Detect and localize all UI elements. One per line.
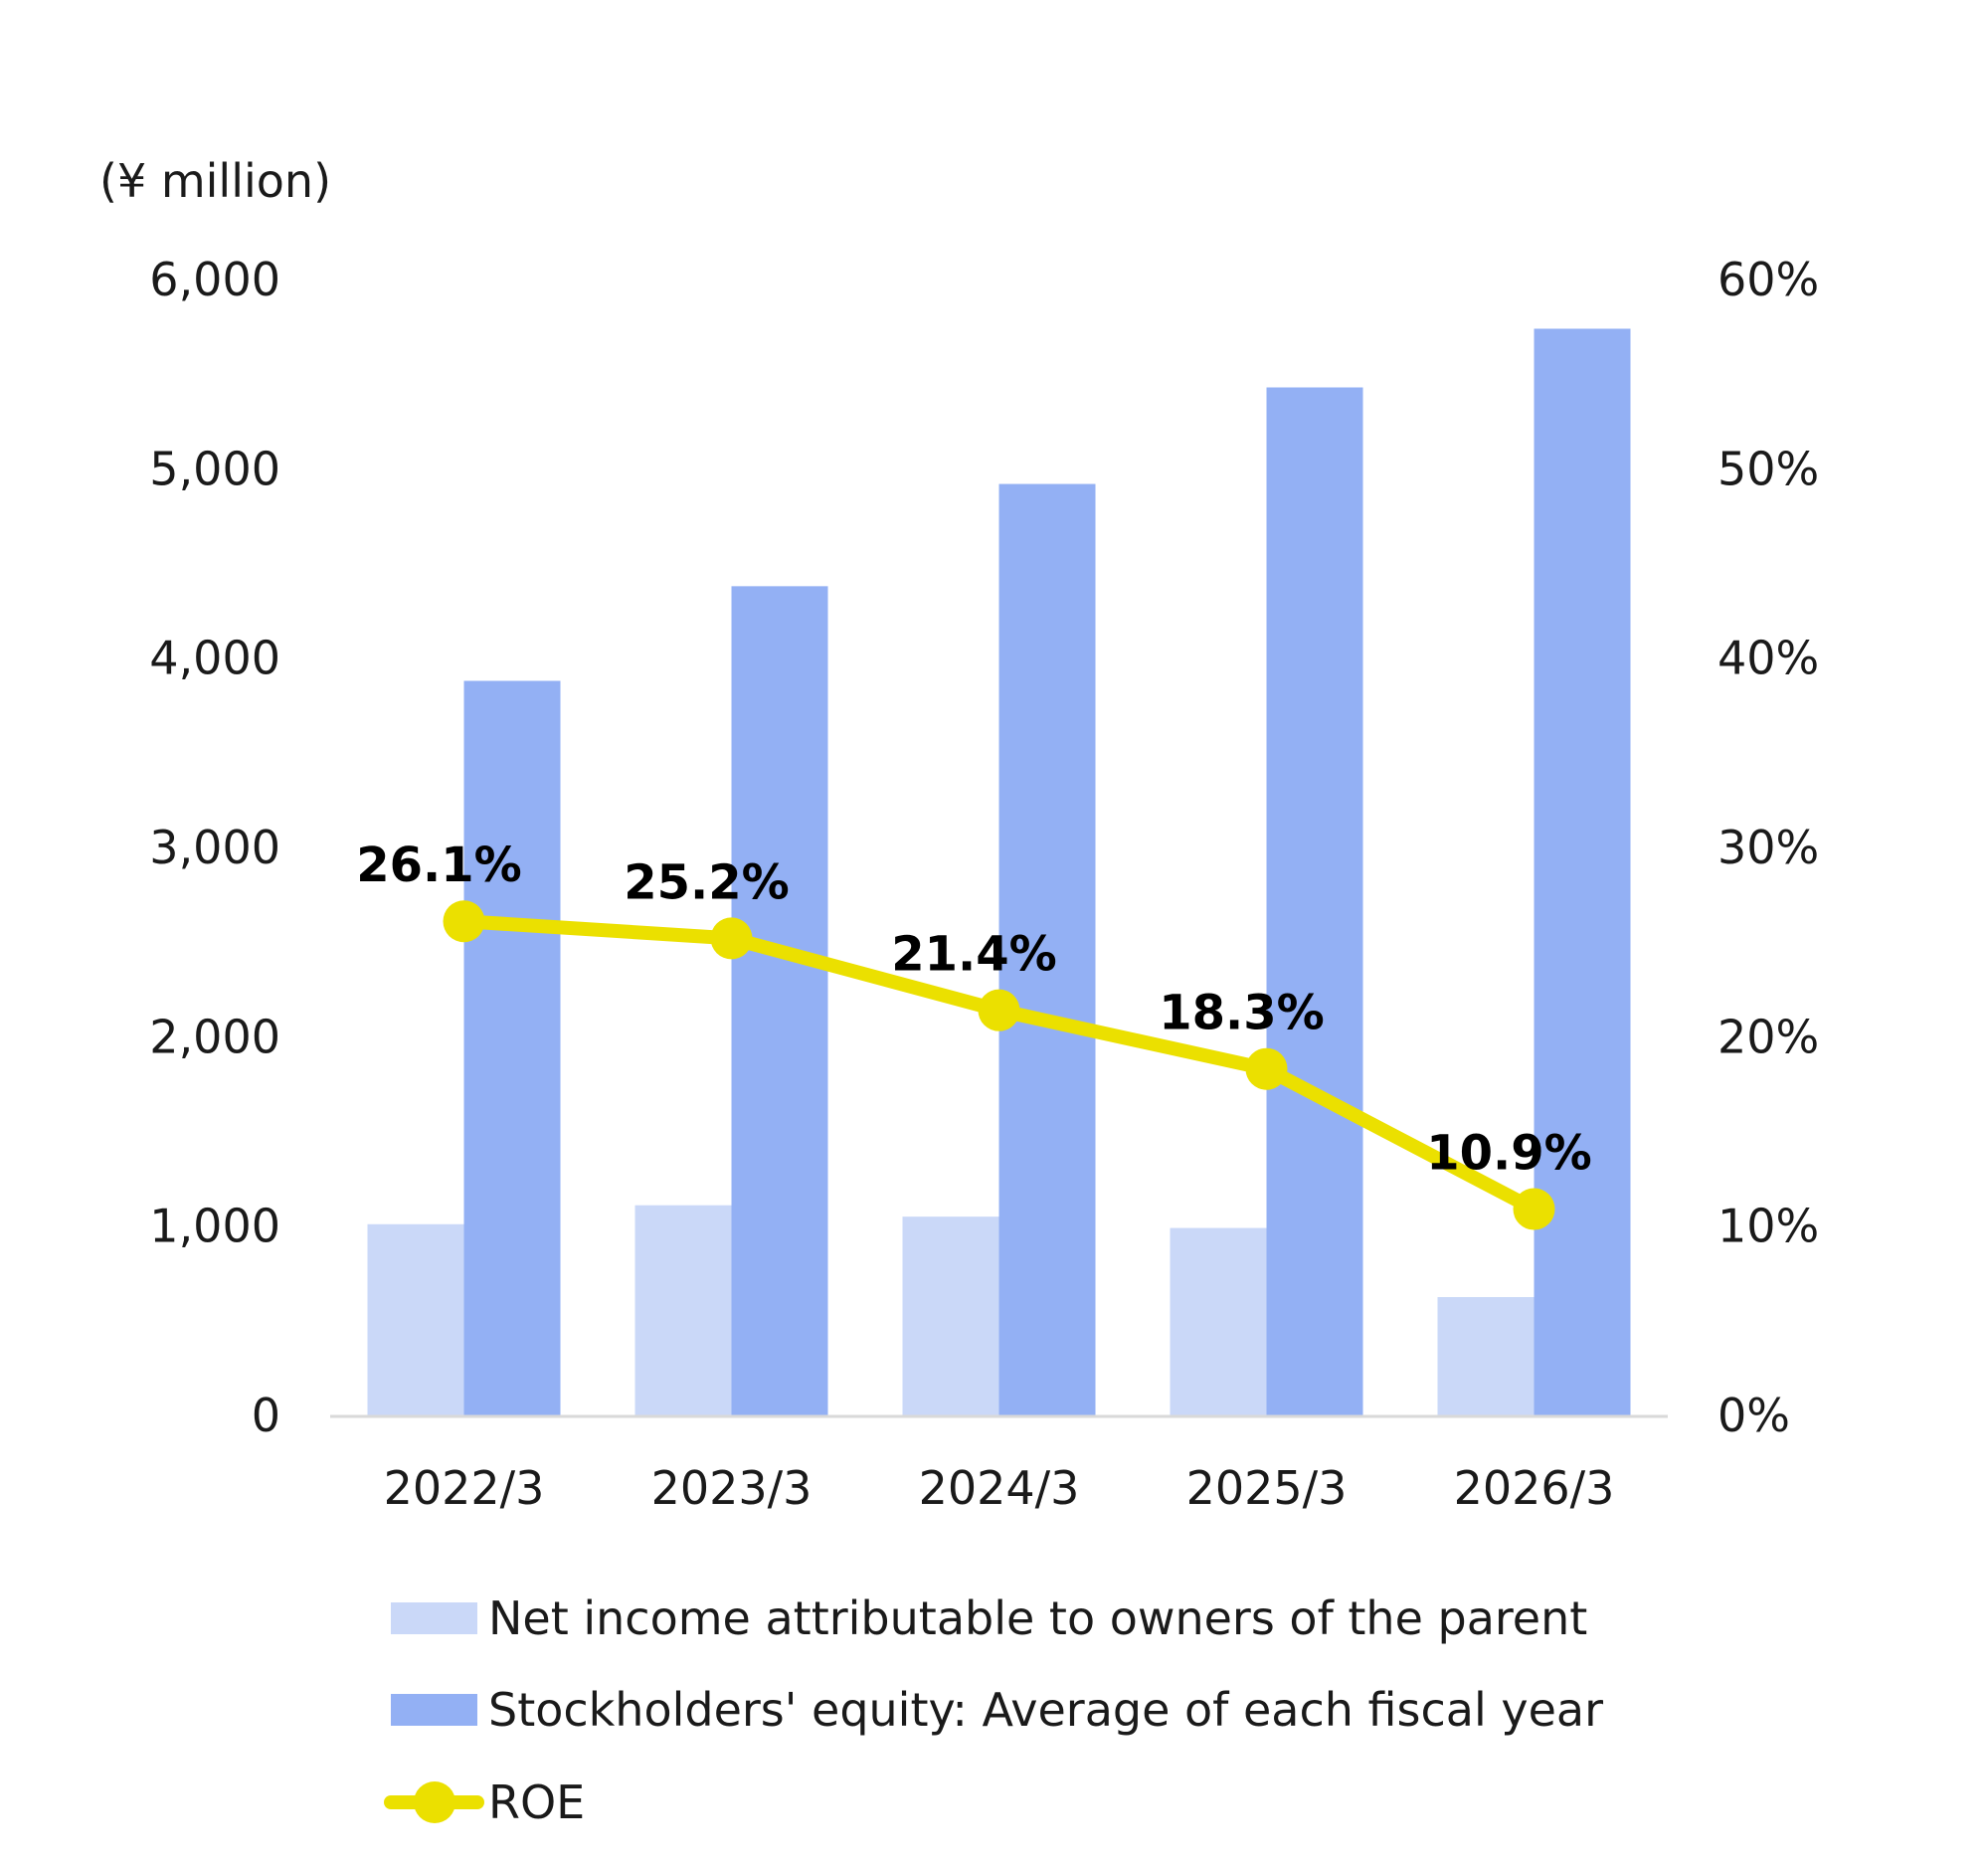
- legend-swatch: [391, 1602, 477, 1634]
- roe-marker: [443, 900, 485, 943]
- left-tick-label: 4,000: [149, 632, 280, 685]
- category-label: 2025/3: [1186, 1461, 1348, 1515]
- left-tick-label: 2,000: [149, 1010, 280, 1063]
- left-tick-label: 1,000: [149, 1200, 280, 1253]
- net-income-bar: [367, 1223, 464, 1415]
- legend-marker: [414, 1781, 455, 1823]
- category-label: 2026/3: [1454, 1461, 1615, 1515]
- roe-marker: [710, 917, 753, 960]
- legend-label: Net income attributable to owners of the…: [488, 1591, 1587, 1645]
- left-tick-label: 6,000: [149, 253, 280, 306]
- left-tick-label: 3,000: [149, 821, 280, 874]
- right-tick-label: 40%: [1717, 632, 1819, 685]
- equity-bar: [463, 680, 561, 1415]
- legend: Net income attributable to owners of the…: [384, 1591, 1603, 1829]
- right-tick-label: 0%: [1717, 1389, 1790, 1442]
- y-axis-unit-label: (¥ million): [99, 154, 331, 208]
- roe-data-label: 26.1%: [356, 838, 522, 893]
- category-labels: 2022/3 2023/3 2024/3 2025/3 2026/3: [384, 1461, 1615, 1515]
- right-axis-ticks: 0% 10% 20% 30% 40% 50% 60%: [1717, 253, 1819, 1442]
- roe-data-label: 18.3%: [1159, 986, 1325, 1041]
- category-label: 2022/3: [384, 1461, 545, 1515]
- net-income-bar: [634, 1205, 732, 1415]
- left-axis-ticks: 0 1,000 2,000 3,000 4,000 5,000 6,000: [149, 253, 280, 1442]
- equity-bar: [1266, 387, 1363, 1415]
- bar-series: [367, 328, 1631, 1415]
- roe-marker: [1245, 1047, 1288, 1090]
- right-tick-label: 50%: [1717, 442, 1819, 495]
- left-tick-label: 5,000: [149, 442, 280, 495]
- roe-marker: [978, 989, 1020, 1031]
- legend-label: ROE: [488, 1775, 585, 1829]
- left-tick-label: 0: [252, 1389, 280, 1442]
- right-tick-label: 10%: [1717, 1200, 1819, 1253]
- net-income-bar: [1170, 1227, 1267, 1415]
- equity-bar: [731, 586, 828, 1415]
- roe-marker: [1513, 1188, 1555, 1230]
- roe-data-label: 21.4%: [891, 927, 1057, 983]
- legend-label: Stockholders' equity: Average of each fi…: [488, 1683, 1603, 1737]
- net-income-bar: [902, 1216, 999, 1415]
- right-tick-label: 20%: [1717, 1010, 1819, 1063]
- net-income-bar: [1437, 1297, 1535, 1415]
- right-tick-label: 60%: [1717, 253, 1819, 306]
- equity-bar: [1534, 328, 1631, 1415]
- equity-bar: [998, 483, 1096, 1415]
- roe-data-label: 10.9%: [1426, 1126, 1592, 1182]
- category-label: 2023/3: [651, 1461, 813, 1515]
- right-tick-label: 30%: [1717, 821, 1819, 874]
- legend-swatch: [391, 1694, 477, 1726]
- roe-line-series: 26.1% 25.2% 21.4% 18.3% 10.9%: [356, 838, 1592, 1230]
- roe-data-label: 25.2%: [624, 854, 790, 910]
- category-label: 2024/3: [919, 1461, 1080, 1515]
